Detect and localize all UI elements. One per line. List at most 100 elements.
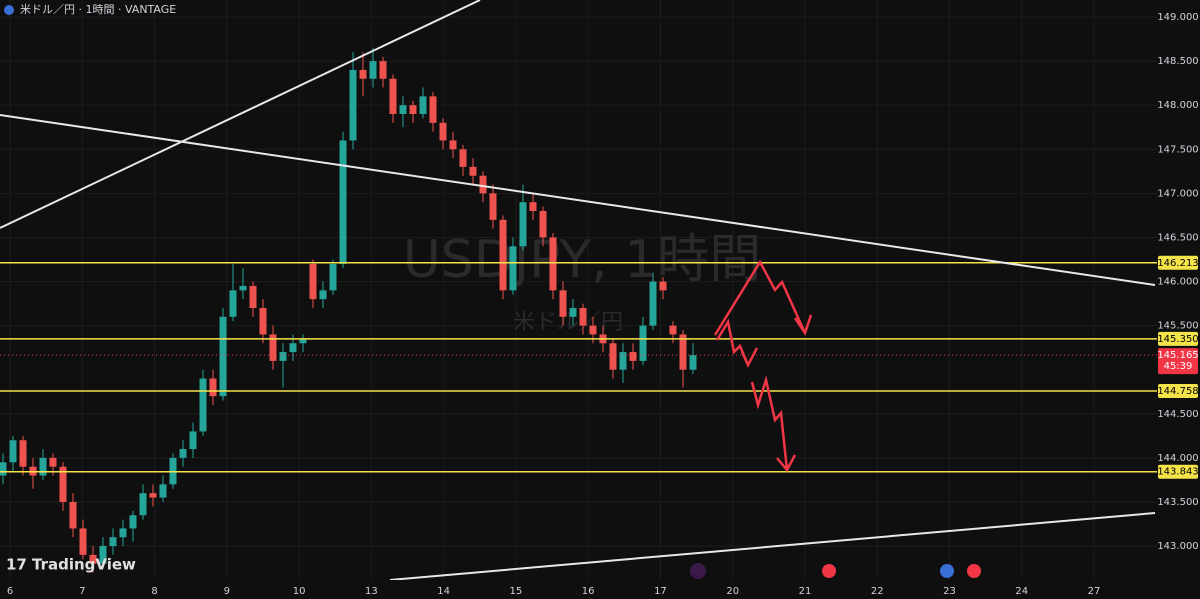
candle-body <box>219 316 227 397</box>
y-tick-label: 148.000 <box>1157 100 1198 111</box>
x-tick-label: 16 <box>582 586 595 597</box>
grid <box>0 0 1157 580</box>
y-tick-label: 146.000 <box>1157 277 1198 288</box>
candle-body <box>429 96 437 123</box>
trend-line <box>0 0 481 229</box>
candle-body <box>199 378 207 432</box>
y-tick-label: 149.000 <box>1157 12 1198 23</box>
x-tick-label: 17 <box>654 586 667 597</box>
candle-body <box>619 352 627 370</box>
flag-icon <box>4 5 14 15</box>
x-tick-label: 7 <box>79 586 85 597</box>
y-tick-label: 146.500 <box>1157 232 1198 243</box>
candle-body <box>179 449 187 458</box>
x-tick-label: 13 <box>365 586 378 597</box>
time-axis <box>0 580 1200 599</box>
candle-body <box>439 122 447 141</box>
candle-body <box>469 166 477 176</box>
candle-body <box>299 338 307 344</box>
plot <box>0 47 1157 573</box>
event-icon <box>940 564 954 578</box>
candle-body <box>99 546 107 564</box>
candle-body <box>689 355 697 370</box>
arrow-head <box>776 454 797 473</box>
candle-body <box>259 307 267 335</box>
x-tick-label: 8 <box>151 586 157 597</box>
candle-body <box>289 343 297 353</box>
level-tag <box>1158 255 1198 270</box>
arrow-path <box>713 259 807 336</box>
y-tick-label: 147.500 <box>1157 144 1198 155</box>
level-label: 145.350 <box>1157 334 1198 345</box>
y-tick-label: 147.000 <box>1157 188 1198 199</box>
brand: TradingView <box>32 556 136 574</box>
candle-body <box>249 285 257 308</box>
candle-body <box>579 307 587 326</box>
candle-body <box>269 334 277 361</box>
arrow-head <box>740 347 759 368</box>
candle-body <box>569 307 577 317</box>
candle-body <box>129 515 137 529</box>
candle-body <box>559 290 567 317</box>
candle-body <box>229 290 237 317</box>
trend-line <box>389 512 1156 581</box>
x-tick-label: 22 <box>871 586 884 597</box>
x-tick-label: 10 <box>293 586 306 597</box>
x-tick-label: 6 <box>7 586 13 597</box>
candle-body <box>119 528 127 538</box>
candle-body <box>369 61 377 79</box>
candle-body <box>459 149 467 167</box>
candle-body <box>239 285 247 291</box>
candle-body <box>49 457 57 467</box>
candle-body <box>79 528 87 555</box>
candle-body <box>639 325 647 361</box>
x-tick-label: 9 <box>224 586 230 597</box>
y-tick-label: 145.500 <box>1157 321 1198 332</box>
y-tick-label: 143.500 <box>1157 497 1198 508</box>
candle-body <box>359 69 367 79</box>
brand-logo: 17 <box>6 556 27 574</box>
price-axis <box>1157 0 1200 599</box>
last-price-label: 145.165 <box>1157 350 1198 361</box>
watermark-sub: 米ドル／円 <box>513 310 623 335</box>
candle-body <box>339 140 347 264</box>
candle-body <box>209 378 217 397</box>
candle-body <box>669 325 677 335</box>
x-tick-label: 14 <box>437 586 450 597</box>
candle-body <box>329 263 337 291</box>
level-tag <box>1158 464 1198 479</box>
level-tag <box>1158 331 1198 346</box>
candle-body <box>549 237 557 291</box>
level-label: 143.843 <box>1157 467 1198 478</box>
candle-body <box>649 281 657 326</box>
candle-body <box>419 96 427 115</box>
candle-body <box>679 334 687 370</box>
candle-body <box>659 281 667 291</box>
candle-body <box>189 431 197 450</box>
candle-body <box>509 246 517 291</box>
candle-body <box>349 69 357 141</box>
candle-body <box>519 202 527 247</box>
candle-body <box>629 352 637 361</box>
candle-body <box>109 537 117 547</box>
level-label: 144.758 <box>1157 386 1198 397</box>
level-label: 146.213 <box>1157 258 1198 269</box>
scenario-arrows <box>713 259 813 473</box>
candle-body <box>589 325 597 335</box>
candle-body <box>0 462 7 476</box>
y-tick-label: 148.500 <box>1157 56 1198 67</box>
candle-body <box>309 263 317 300</box>
x-tick-label: 27 <box>1088 586 1101 597</box>
y-tick-label: 144.500 <box>1157 409 1198 420</box>
candle-body <box>399 105 407 115</box>
candle-body <box>9 440 17 463</box>
candle-body <box>89 554 97 564</box>
x-tick-label: 15 <box>510 586 523 597</box>
candle-body <box>319 290 327 300</box>
x-tick-label: 23 <box>943 586 956 597</box>
chart-title: 米ドル／円 · 1時間 · VANTAGE <box>20 3 176 16</box>
candle-body <box>489 193 497 220</box>
